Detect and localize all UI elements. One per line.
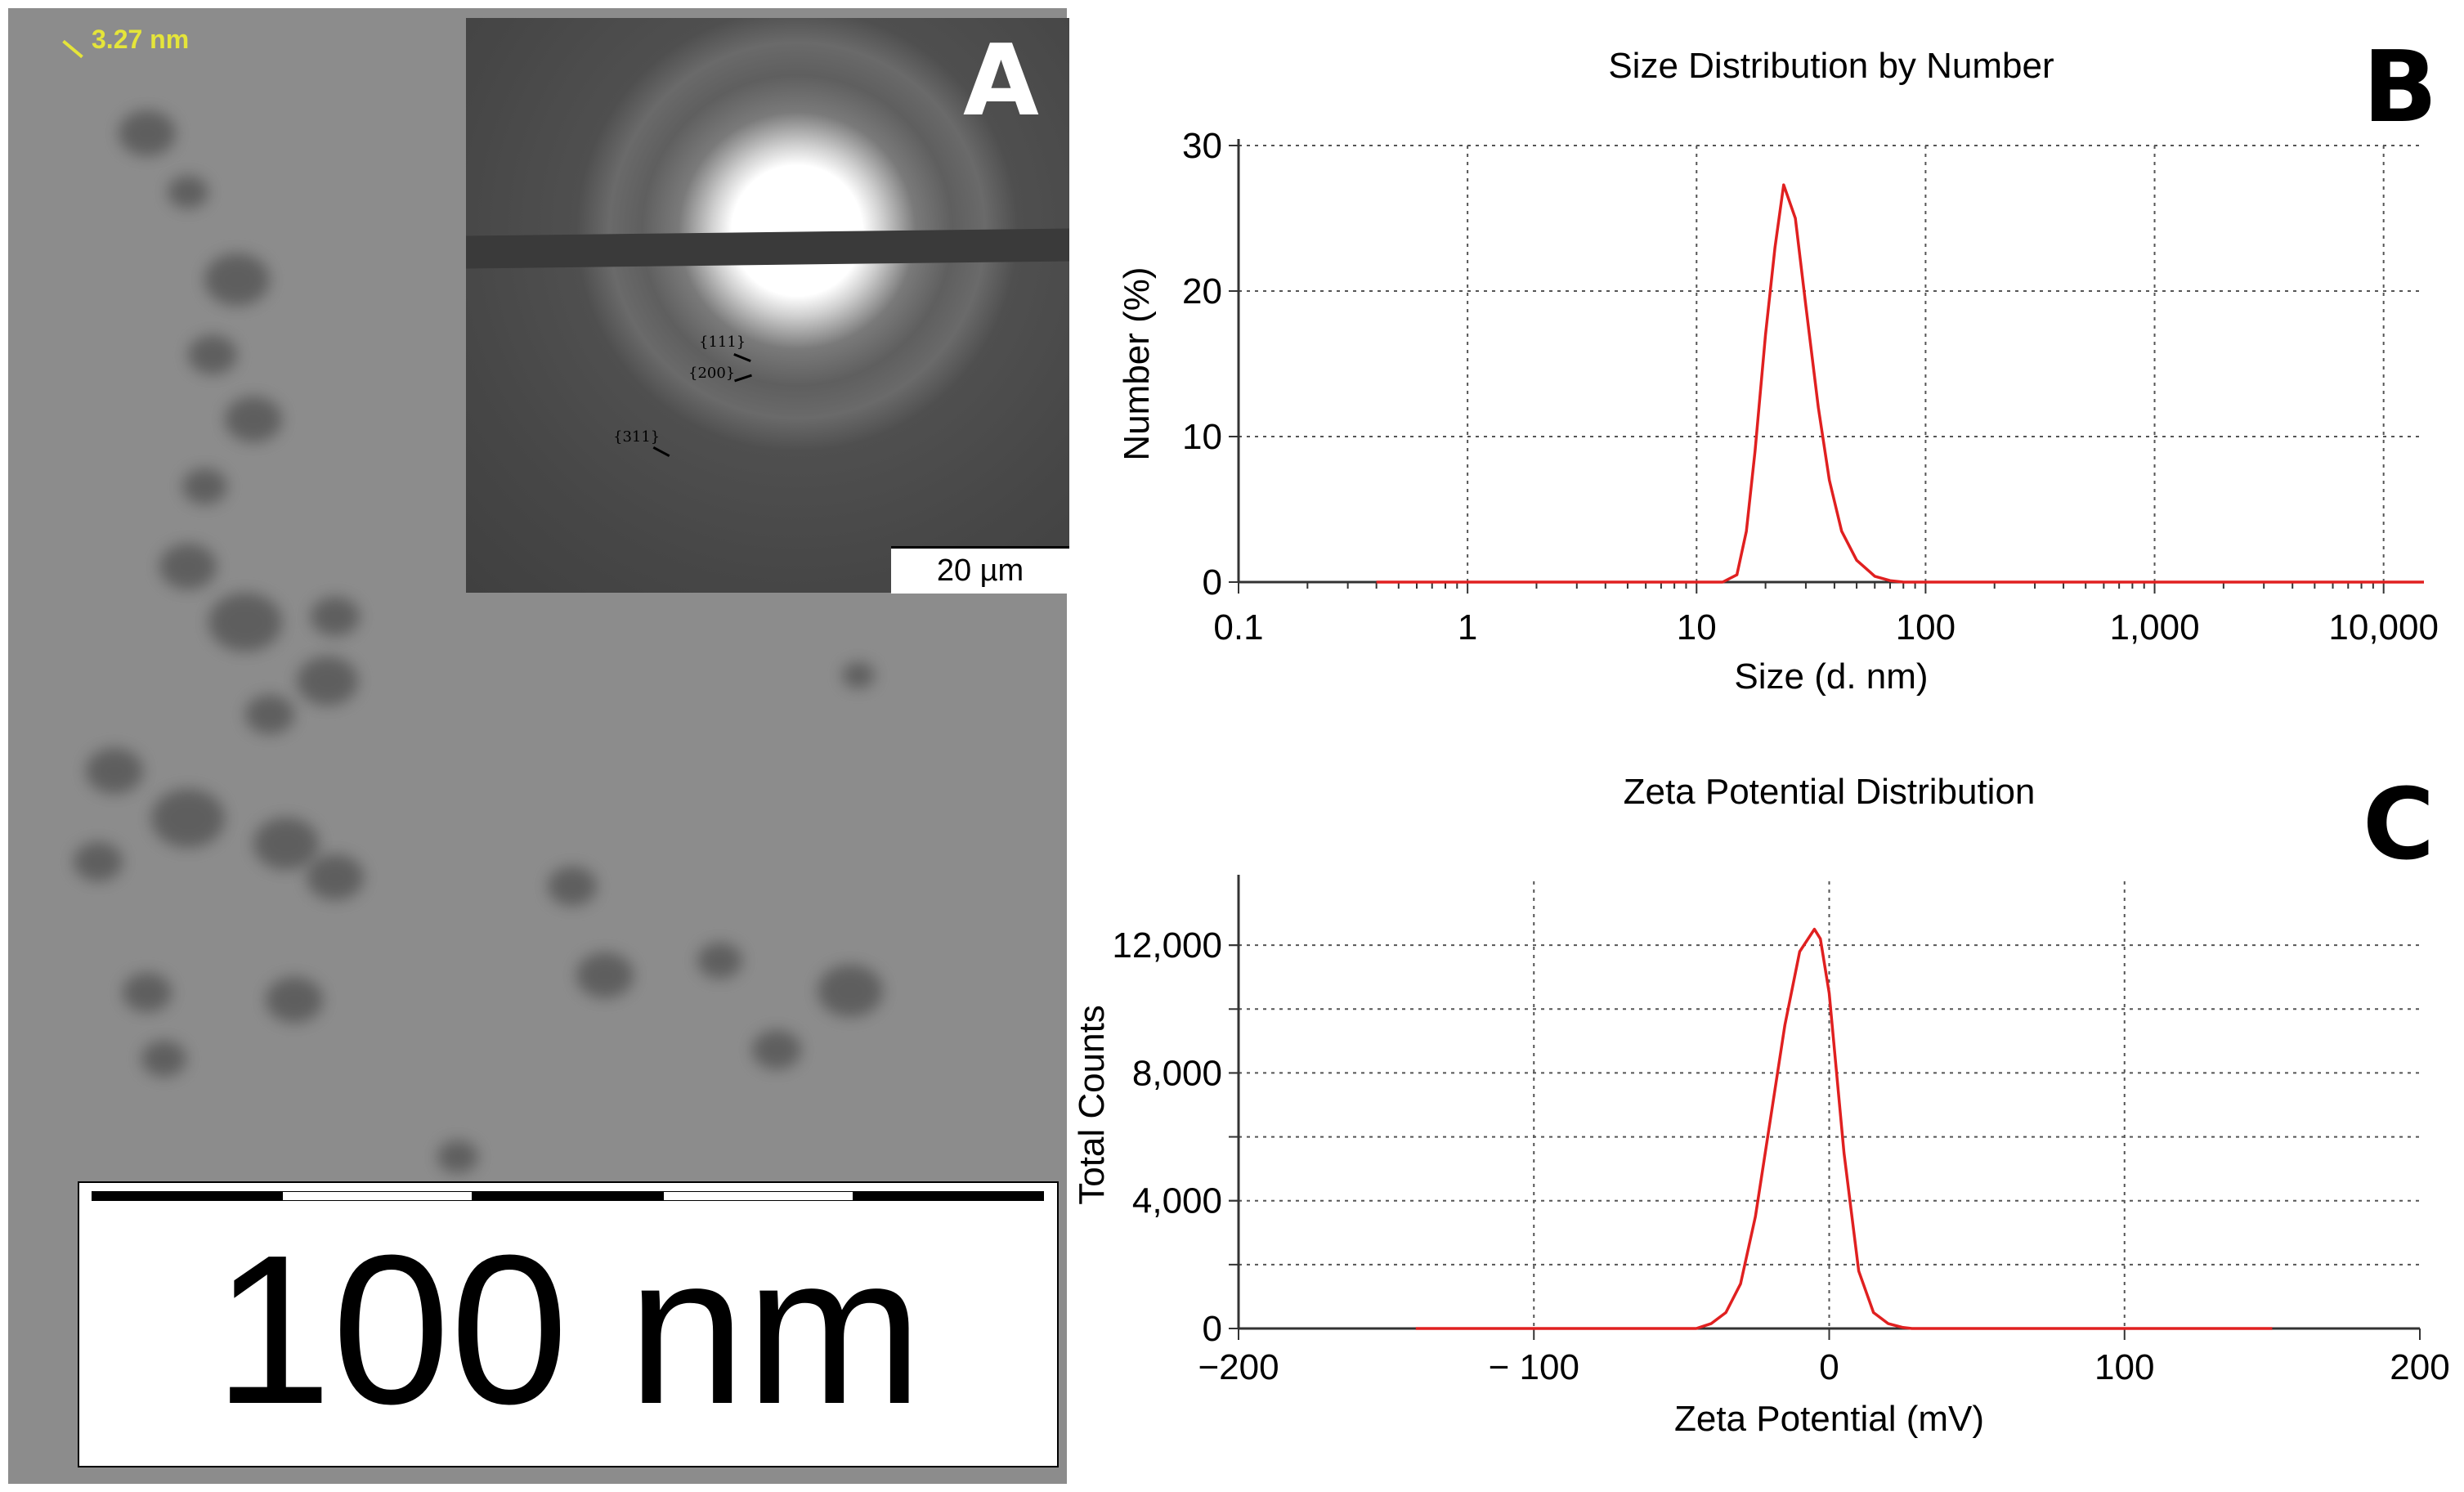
particle-cluster <box>74 842 123 881</box>
scale-bar-label: 100 nm <box>213 1212 923 1449</box>
ring-label-311: {311} <box>613 428 661 446</box>
particle-cluster <box>151 789 225 848</box>
particle-cluster <box>119 110 176 156</box>
x-tick-label: 10 <box>1677 607 1717 647</box>
ring-label-200: {200} <box>688 365 736 382</box>
particle-cluster <box>311 597 360 636</box>
panel-label-a: A <box>963 25 1039 138</box>
particle-cluster <box>188 335 237 374</box>
particle-cluster <box>253 818 319 870</box>
particle-cluster <box>752 1030 801 1069</box>
y-tick-label: 12,000 <box>1112 925 1222 966</box>
particle-cluster <box>168 176 208 208</box>
y-tick-label: 4,000 <box>1132 1181 1222 1221</box>
x-tick-label: 1 <box>1458 607 1477 647</box>
x-tick-label: 200 <box>2390 1347 2449 1387</box>
chart-title: Size Distribution by Number <box>1608 46 2054 86</box>
x-tick-label: 0.1 <box>1213 607 1263 647</box>
particle-cluster <box>266 977 323 1023</box>
particle-cluster <box>437 1140 478 1173</box>
y-tick-label: 20 <box>1182 271 1222 311</box>
data-series-line <box>1376 183 2424 584</box>
y-tick-label: 0 <box>1203 1309 1222 1349</box>
y-axis-label: Total Counts <box>1072 1005 1112 1205</box>
saed-pattern-inset: {111} {200} {311} <box>466 18 1069 593</box>
saed-scale-label: 20 µm <box>936 553 1024 588</box>
x-tick-label: 100 <box>2094 1347 2154 1387</box>
tem-micrograph: 3.27 nm {111} {200} {311} A 20 µm 100 nm <box>0 0 1071 1492</box>
y-tick-label: 0 <box>1203 562 1222 603</box>
x-tick-label: 10,000 <box>2328 607 2439 647</box>
panel-label-b: B <box>2363 31 2438 145</box>
particle-cluster <box>141 1040 186 1077</box>
x-axis-label: Size (d. nm) <box>1734 656 1928 697</box>
x-tick-label: −200 <box>1198 1347 1279 1387</box>
data-series-line <box>1415 927 2273 1330</box>
scale-bar <box>92 1191 1044 1201</box>
particle-cluster <box>842 662 875 688</box>
beam-stopper <box>466 228 1069 269</box>
particle-cluster <box>208 593 282 652</box>
particle-cluster <box>86 748 143 794</box>
y-tick-label: 10 <box>1182 417 1222 457</box>
scale-bar-box: 100 nm <box>78 1181 1059 1467</box>
measurement-label: 3.27 nm <box>92 25 190 54</box>
chart-title: Zeta Potential Distribution <box>1624 772 2036 812</box>
particle-cluster <box>697 942 742 979</box>
y-axis-label: Number (%) <box>1117 267 1157 460</box>
particle-cluster <box>296 656 358 706</box>
x-tick-label: 100 <box>1896 607 1956 647</box>
x-tick-label: 0 <box>1819 1347 1839 1387</box>
particle-cluster <box>225 397 282 442</box>
particle-cluster <box>245 695 294 734</box>
ring-label-111: {111} <box>699 334 746 351</box>
ring-tick-311 <box>652 446 670 457</box>
particle-cluster <box>307 854 364 900</box>
x-axis-label: Zeta Potential (mV) <box>1674 1399 1984 1439</box>
ring-tick-200 <box>734 374 752 383</box>
particle-cluster <box>818 965 883 1017</box>
particle-cluster <box>123 973 172 1012</box>
zeta-potential-chart: Zeta Potential Distribution −200 − 100 0 100… <box>1072 772 2450 1439</box>
y-tick-label: 30 <box>1182 126 1222 166</box>
ring-tick-111 <box>733 352 751 363</box>
particle-cluster <box>159 544 217 589</box>
particle-cluster <box>204 253 270 306</box>
x-tick-label: − 100 <box>1489 1347 1579 1387</box>
y-tick-label: 8,000 <box>1132 1053 1222 1093</box>
panel-label-c: C <box>2363 768 2435 882</box>
x-tick-label: 1,000 <box>2109 607 2199 647</box>
particle-cluster <box>181 468 227 504</box>
particle-cluster <box>576 952 634 998</box>
saed-scale-bar: 20 µm <box>891 546 1069 594</box>
particle-cluster <box>548 867 597 906</box>
